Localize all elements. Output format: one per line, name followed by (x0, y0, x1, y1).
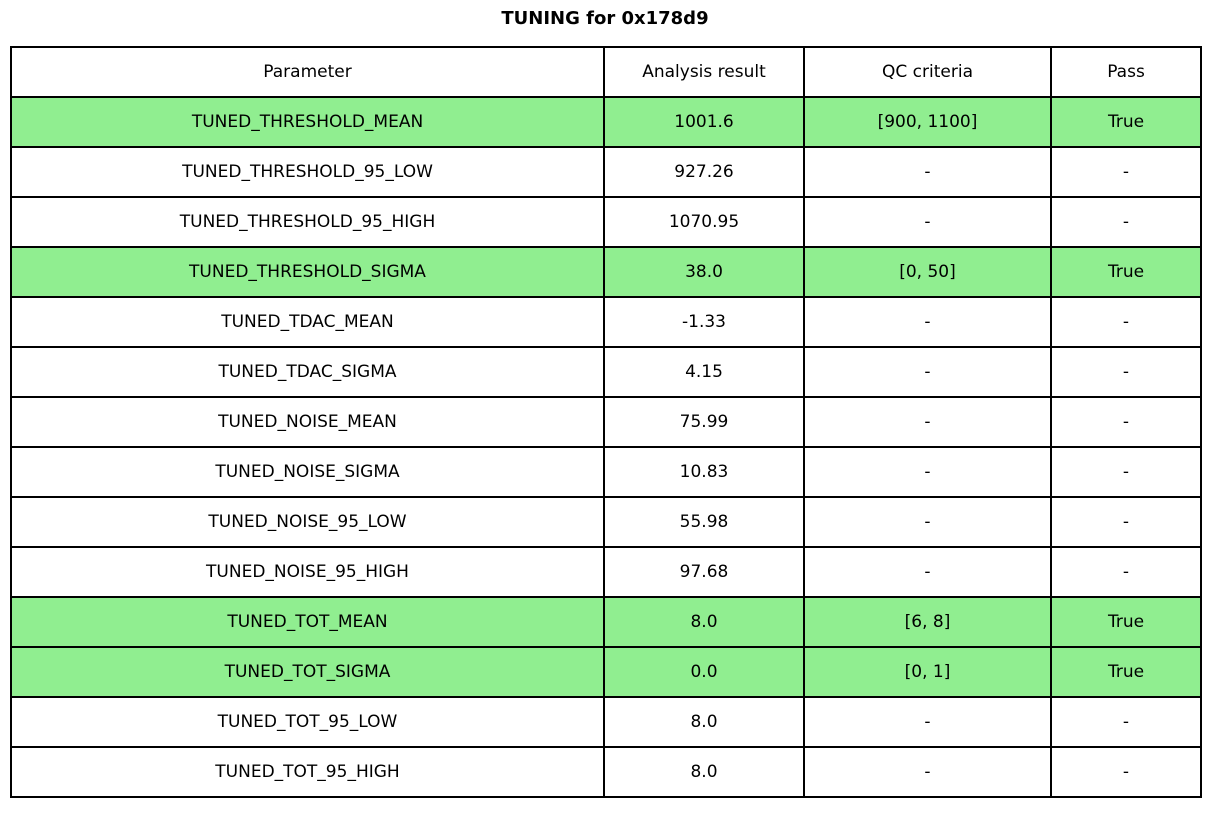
table-row: TUNED_THRESHOLD_95_HIGH 1070.95- - (10, 196, 1202, 248)
page-title: TUNING for 0x178d9 (501, 8, 709, 29)
table-row: TUNED_TDAC_SIGMA 4.15- - (10, 346, 1202, 398)
cell-pass: - (1050, 496, 1202, 548)
cell-analysis-result: 55.98 (603, 496, 805, 548)
header-cell-parameter: Parameter (10, 46, 605, 98)
cell-parameter: TUNED_NOISE_SIGMA (10, 446, 605, 498)
cell-analysis-result: 4.15 (603, 346, 805, 398)
table-row: TUNED_TOT_95_LOW 8.0- - (10, 696, 1202, 748)
cell-qc-criteria: - (803, 396, 1052, 448)
table-row: TUNED_TOT_SIGMA 0.0 [0, 1] True (10, 646, 1202, 698)
table-row: TUNED_TOT_MEAN 8.0 [6, 8] True (10, 596, 1202, 648)
cell-parameter: TUNED_TOT_95_HIGH (10, 746, 605, 798)
cell-pass: True (1050, 596, 1202, 648)
table-row: TUNED_THRESHOLD_95_LOW 927.26- - (10, 146, 1202, 198)
table-row: TUNED_THRESHOLD_MEAN 1001.6 [900, 1100] Tru… (10, 96, 1202, 148)
cell-parameter: TUNED_TDAC_SIGMA (10, 346, 605, 398)
cell-analysis-result: 8.0 (603, 746, 805, 798)
cell-analysis-result: 927.26 (603, 146, 805, 198)
cell-pass: - (1050, 196, 1202, 248)
cell-pass: - (1050, 746, 1202, 798)
table-row: TUNED_NOISE_95_LOW 55.98- - (10, 496, 1202, 548)
cell-parameter: TUNED_TDAC_MEAN (10, 296, 605, 348)
cell-qc-criteria: - (803, 196, 1052, 248)
cell-qc-criteria: - (803, 546, 1052, 598)
cell-pass: - (1050, 396, 1202, 448)
qc-results-table: Parameter Analysis result QC criteria Pa… (10, 46, 1202, 798)
cell-analysis-result: 75.99 (603, 396, 805, 448)
cell-qc-criteria: - (803, 496, 1052, 548)
table-row: TUNED_NOISE_MEAN 75.99- - (10, 396, 1202, 448)
cell-qc-criteria: - (803, 146, 1052, 198)
cell-parameter: TUNED_THRESHOLD_MEAN (10, 96, 605, 148)
cell-parameter: TUNED_NOISE_95_LOW (10, 496, 605, 548)
table-row: TUNED_THRESHOLD_SIGMA 38.0 [0, 50] True (10, 246, 1202, 298)
cell-parameter: TUNED_NOISE_95_HIGH (10, 546, 605, 598)
cell-qc-criteria: [6, 8] (803, 596, 1052, 648)
header-cell-pass: Pass (1050, 46, 1202, 98)
table-row: TUNED_NOISE_SIGMA 10.83- - (10, 446, 1202, 498)
cell-analysis-result: 38.0 (603, 246, 805, 298)
cell-pass: True (1050, 646, 1202, 698)
table-header-row: Parameter Analysis result QC criteria Pa… (10, 46, 1202, 98)
figure: TUNING for 0x178d9 Parameter Analysis re… (0, 8, 1210, 815)
cell-parameter: TUNED_TOT_SIGMA (10, 646, 605, 698)
cell-pass: - (1050, 546, 1202, 598)
cell-analysis-result: 1070.95 (603, 196, 805, 248)
table-row: TUNED_NOISE_95_HIGH 97.68- - (10, 546, 1202, 598)
header-cell-qc-criteria: QC criteria (803, 46, 1052, 98)
cell-analysis-result: 97.68 (603, 546, 805, 598)
cell-pass: - (1050, 296, 1202, 348)
cell-analysis-result: 8.0 (603, 596, 805, 648)
cell-pass: True (1050, 246, 1202, 298)
cell-qc-criteria: [900, 1100] (803, 96, 1052, 148)
cell-analysis-result: 0.0 (603, 646, 805, 698)
cell-pass: - (1050, 146, 1202, 198)
cell-qc-criteria: - (803, 746, 1052, 798)
cell-pass: True (1050, 96, 1202, 148)
cell-qc-criteria: [0, 1] (803, 646, 1052, 698)
cell-qc-criteria: - (803, 446, 1052, 498)
cell-qc-criteria: - (803, 696, 1052, 748)
cell-pass: - (1050, 446, 1202, 498)
cell-pass: - (1050, 346, 1202, 398)
cell-parameter: TUNED_TOT_95_LOW (10, 696, 605, 748)
cell-qc-criteria: - (803, 346, 1052, 398)
cell-analysis-result: -1.33 (603, 296, 805, 348)
cell-qc-criteria: - (803, 296, 1052, 348)
cell-analysis-result: 1001.6 (603, 96, 805, 148)
cell-analysis-result: 10.83 (603, 446, 805, 498)
cell-analysis-result: 8.0 (603, 696, 805, 748)
cell-parameter: TUNED_THRESHOLD_95_LOW (10, 146, 605, 198)
cell-parameter: TUNED_TOT_MEAN (10, 596, 605, 648)
cell-parameter: TUNED_THRESHOLD_95_HIGH (10, 196, 605, 248)
cell-parameter: TUNED_NOISE_MEAN (10, 396, 605, 448)
header-cell-analysis-result: Analysis result (603, 46, 805, 98)
cell-qc-criteria: [0, 50] (803, 246, 1052, 298)
cell-pass: - (1050, 696, 1202, 748)
table-row: TUNED_TOT_95_HIGH 8.0- - (10, 746, 1202, 798)
table-body: TUNED_THRESHOLD_MEAN 1001.6 [900, 1100] Tru… (10, 96, 1202, 798)
table-row: TUNED_TDAC_MEAN -1.33- - (10, 296, 1202, 348)
cell-parameter: TUNED_THRESHOLD_SIGMA (10, 246, 605, 298)
